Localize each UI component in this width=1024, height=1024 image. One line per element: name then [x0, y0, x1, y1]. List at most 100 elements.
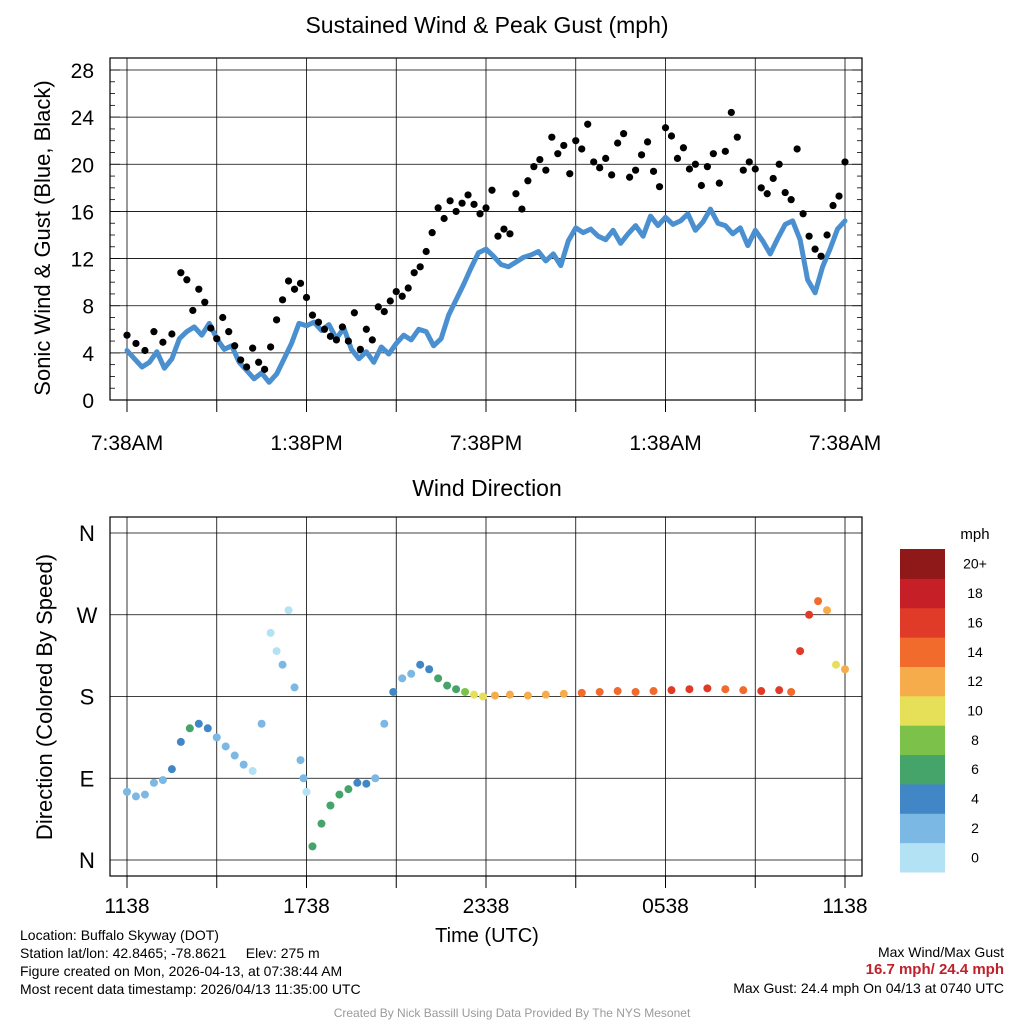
direction-point — [775, 686, 784, 695]
gust-point — [225, 328, 233, 336]
wind-gust-chart: Sustained Wind & Peak Gust (mph) Sonic W… — [30, 12, 881, 455]
gust-point — [631, 166, 640, 174]
colorbar-label: 2 — [971, 820, 979, 836]
x-tick-label: 1:38AM — [629, 432, 701, 455]
direction-point — [479, 692, 488, 701]
direction-point — [823, 606, 832, 615]
direction-point — [212, 733, 221, 742]
direction-point — [631, 687, 640, 696]
colorbar-label: 20+ — [963, 556, 987, 572]
direction-point — [380, 719, 389, 728]
direction-point — [290, 683, 299, 692]
station-line: Station lat/lon: 42.8465; -78.8621 Elev:… — [20, 944, 361, 962]
direction-point — [158, 776, 167, 785]
gust-point — [213, 335, 221, 343]
gust-point — [649, 167, 658, 175]
location-text: Location: Buffalo Skyway (DOT) — [20, 927, 219, 943]
gust-point — [506, 230, 514, 238]
direction-point — [344, 785, 353, 794]
colorbar-swatch — [900, 725, 945, 756]
y-tick-label: 4 — [82, 343, 94, 366]
gust-point — [261, 365, 269, 373]
gust-point — [805, 232, 813, 240]
gust-point — [626, 173, 634, 181]
direction-point — [434, 674, 443, 683]
direction-point — [452, 685, 461, 694]
direction-point — [248, 766, 257, 775]
direction-point — [257, 719, 266, 728]
direction-point — [461, 687, 470, 696]
wind-chart-series — [123, 108, 849, 385]
direction-chart-y-tick-labels: N E S W N — [77, 521, 98, 873]
colorbar-title: mph — [960, 526, 989, 543]
direction-point — [131, 792, 140, 801]
direction-point — [805, 610, 814, 619]
direction-point — [796, 647, 805, 656]
x-tick-label: 1738 — [283, 895, 330, 918]
y-tick-label: 0 — [82, 390, 94, 413]
gust-point — [338, 323, 346, 331]
gust-point — [207, 324, 215, 332]
gust-point — [434, 204, 442, 212]
gust-point — [655, 183, 664, 191]
gust-point — [380, 308, 388, 316]
direction-point — [203, 724, 212, 733]
y-tick-label: N — [79, 521, 95, 546]
gust-point — [560, 141, 568, 150]
direction-chart-points — [123, 597, 849, 851]
gust-point — [763, 190, 771, 198]
gust-point — [422, 247, 430, 256]
direction-point — [541, 690, 550, 699]
direction-chart-x-tick-labels: 1138 1738 2338 0538 1138 — [104, 895, 867, 918]
gust-point — [572, 137, 580, 145]
direction-point — [841, 665, 849, 674]
colorbar-swatch — [900, 578, 945, 609]
colorbar-swatch — [900, 842, 945, 873]
gust-point — [302, 293, 311, 302]
wind-chart-x-tick-labels: 7:38AM 1:38PM 7:38PM 1:38AM 7:38AM — [91, 432, 881, 455]
gust-point — [219, 313, 227, 322]
direction-point — [302, 787, 311, 796]
gust-point — [578, 145, 586, 153]
direction-chart-frame — [109, 516, 863, 877]
y-tick-label: 20 — [71, 154, 94, 177]
y-tick-label: 12 — [71, 249, 94, 272]
gust-point — [237, 356, 245, 364]
colorbar-label: 18 — [967, 585, 983, 601]
direction-point — [317, 819, 326, 828]
direction-point — [123, 787, 131, 796]
gust-point — [308, 311, 317, 319]
direction-point — [278, 660, 287, 669]
colorbar-swatch — [900, 695, 945, 726]
gust-point — [350, 309, 358, 317]
gust-point — [554, 150, 562, 158]
direction-point — [832, 660, 841, 669]
gust-point — [584, 120, 592, 128]
direction-point — [685, 685, 694, 694]
direction-point — [266, 628, 275, 637]
direction-point — [362, 779, 371, 788]
wind-chart-ylabel: Sonic Wind & Gust (Blue, Black) — [30, 80, 55, 395]
gust-point — [404, 284, 412, 292]
gust-point — [817, 252, 825, 260]
credit-text: Created By Nick Bassill Using Data Provi… — [333, 1006, 691, 1020]
gust-point — [566, 170, 574, 178]
gust-point — [775, 160, 783, 168]
direction-point — [721, 685, 730, 694]
y-tick-label: E — [80, 766, 95, 791]
gust-point — [189, 306, 197, 315]
colorbar-swatch — [900, 549, 945, 579]
gust-point — [811, 245, 819, 253]
gust-point — [284, 277, 293, 285]
gust-point — [386, 297, 394, 305]
gust-point — [362, 325, 370, 333]
gust-point — [470, 200, 478, 208]
wind-chart-title: Sustained Wind & Peak Gust (mph) — [305, 12, 668, 38]
gust-point — [841, 158, 849, 166]
gust-point — [548, 133, 556, 141]
direction-point — [649, 687, 658, 696]
gust-point — [745, 158, 753, 166]
gust-point — [332, 336, 341, 344]
direction-chart-title: Wind Direction — [412, 475, 562, 501]
